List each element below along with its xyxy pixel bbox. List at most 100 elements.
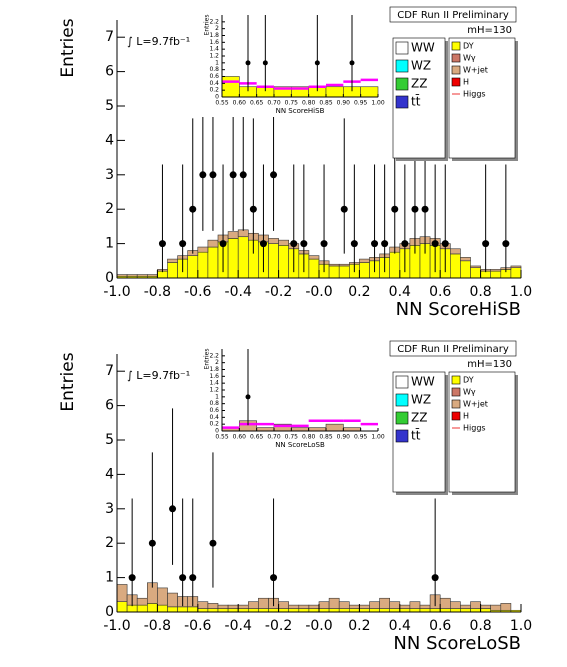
histogram-bar (268, 243, 279, 279)
legend-label: WW (411, 41, 435, 55)
data-point (199, 171, 207, 179)
histogram-bar (258, 597, 269, 609)
data-point (421, 205, 429, 213)
data-point (262, 60, 268, 66)
y-tick-label: 0.6 (209, 407, 219, 414)
histogram-bar (359, 262, 370, 279)
y-tick-label: 2 (215, 25, 219, 32)
x-tick-label: -1.0 (103, 284, 130, 300)
data-point (371, 240, 379, 248)
y-tick-label: 3 (105, 167, 114, 183)
legend-swatch (395, 429, 409, 443)
histogram-bar (197, 608, 209, 613)
histogram-bar (470, 267, 481, 279)
data-point (431, 240, 439, 248)
histogram-bar (510, 265, 522, 268)
legend-swatch (451, 399, 461, 409)
y-tick-label: 1.2 (209, 53, 219, 60)
histogram-bar (460, 604, 471, 609)
x-axis-label: NN ScoreHiSB (396, 299, 521, 320)
y-tick-label: 0 (105, 270, 114, 286)
histogram-bar (187, 255, 199, 279)
histogram-bar (389, 608, 401, 613)
data-point (249, 205, 257, 213)
y-tick-label: 5 (105, 432, 114, 448)
histogram-bar (116, 584, 128, 602)
x-tick-label: -0.6 (184, 284, 211, 300)
histogram-bar (221, 76, 240, 98)
histogram-bar (268, 608, 279, 613)
histogram-bar (409, 608, 421, 613)
y-tick-label: 0.8 (209, 400, 219, 407)
histogram-bar (227, 231, 239, 239)
legend-label: tt̄ (411, 94, 421, 108)
x-tick-label: 0.85 (319, 434, 333, 441)
x-tick-label: 1.00 (371, 100, 385, 107)
legend-label: ZZ (411, 77, 427, 91)
histogram-bar (359, 604, 370, 609)
histogram-bar (298, 608, 310, 613)
data-point (148, 539, 156, 547)
x-tick-label: 0.65 (250, 100, 264, 107)
histogram-bar (399, 608, 411, 613)
histogram-bar (217, 604, 229, 609)
data-point (189, 574, 197, 582)
histogram-bar (449, 608, 461, 613)
histogram-bar (379, 597, 391, 609)
inset-y-label: Entries (204, 15, 211, 36)
y-tick-label: 0.4 (209, 414, 219, 421)
legend-swatch (395, 95, 409, 109)
y-axis-label: Entries (58, 18, 78, 77)
histogram-bar (460, 608, 471, 613)
histogram-bar (308, 608, 320, 613)
histogram-bar (167, 592, 178, 608)
x-tick-label: 0.6 (429, 618, 451, 634)
y-tick-label: 0 (105, 604, 114, 620)
x-tick-label: 0.60 (233, 434, 247, 441)
x-tick-label: 1.00 (371, 434, 385, 441)
histogram-bar (207, 608, 219, 613)
y-tick-label: 6 (105, 64, 114, 80)
histogram-bar (328, 597, 340, 609)
x-tick-label: 0.80 (302, 434, 316, 441)
x-tick-label: 0.6 (429, 284, 451, 300)
histogram-bar (298, 604, 310, 609)
histogram-bar (278, 601, 290, 609)
histogram-bar (328, 608, 340, 613)
data-point (169, 505, 177, 513)
data-point (270, 171, 278, 179)
histogram-bar (147, 603, 158, 613)
y-tick-label: 1 (105, 236, 114, 252)
x-tick-label: 1.0 (510, 284, 532, 300)
histogram-bar (325, 86, 344, 98)
data-point (401, 240, 409, 248)
data-point (239, 171, 247, 179)
histogram-bar (338, 263, 350, 267)
histogram-bar (399, 604, 411, 609)
legend-swatch (395, 375, 409, 389)
histogram-bar (429, 608, 441, 613)
y-tick-label: 1.6 (209, 39, 219, 46)
data-point (128, 574, 136, 582)
data-point (300, 240, 308, 248)
histogram-bar (359, 258, 370, 263)
histogram-bar (318, 601, 330, 609)
y-tick-label: 3 (105, 501, 114, 517)
histogram-bar (187, 606, 199, 613)
histogram-bar (490, 604, 502, 611)
histogram-bar (449, 248, 461, 255)
x-tick-label: 0.60 (233, 100, 247, 107)
x-tick-label: -0.4 (225, 284, 252, 300)
data-point (411, 205, 419, 213)
y-axis-label: Entries (58, 352, 78, 411)
y-tick-label: 4 (105, 466, 114, 482)
legend-swatch (451, 375, 461, 385)
histogram-bar (227, 604, 239, 609)
inset-x-label: NN ScoreHiSB (276, 107, 325, 115)
histogram-bar (328, 265, 340, 279)
data-point (209, 539, 217, 547)
histogram-bar (480, 604, 492, 609)
histogram-bar (207, 239, 219, 248)
x-tick-label: -1.0 (103, 618, 130, 634)
histogram-bar (197, 601, 209, 609)
